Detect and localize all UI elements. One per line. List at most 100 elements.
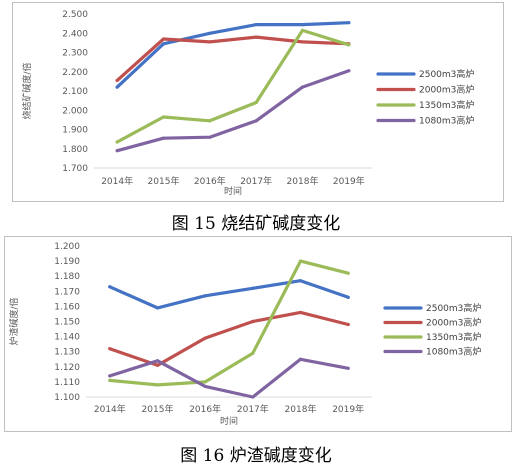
y-tick-label: 1.130 [54,348,80,358]
y-tick-label: 1.900 [62,126,88,136]
data-point [108,347,112,351]
x-tick-label: 2014年 [94,403,126,415]
legend-label: 2000m3高炉 [419,84,474,96]
y-tick-label: 2.100 [62,87,88,97]
series-line [115,35,351,83]
legend-label: 2000m3高炉 [426,317,481,329]
data-point [346,271,350,275]
data-point [108,374,112,378]
slag-basicity-line-chart: 1.100 1.110 1.120 1.130 1.140 1.150 1.160 1.170… [8,242,481,427]
x-axis-title: 时间 [224,185,242,197]
data-point [108,285,112,289]
data-point [347,43,351,47]
data-point [203,336,207,340]
x-tick-label: 2019年 [332,403,364,415]
y-tick-label: 2.300 [62,49,88,59]
y-tick-label: 1.700 [62,164,88,174]
data-point [346,322,350,327]
y-tick-label: 2.400 [62,29,88,39]
data-point [251,351,255,355]
legend-label: 1350m3高炉 [426,331,481,343]
y-tick-label: 2.500 [62,10,88,20]
x-tick-label: 2016年 [194,175,226,187]
x-tick-label: 2015年 [142,403,174,415]
figure-caption: 图 16 炉渣碱度变化 [180,446,332,466]
data-point [254,100,258,105]
series-line [108,259,350,387]
y-axis-title: 炉渣碱度/倍 [8,297,20,345]
legend-label: 2500m3高炉 [419,68,474,80]
legend-label: 1350m3高炉 [419,99,474,111]
figure-caption: 图 15 烧结矿碱度变化 [171,214,341,234]
data-point [161,42,166,46]
x-axis-title: 时间 [220,415,238,427]
data-point [161,37,166,41]
data-point [300,85,305,89]
data-point [254,35,258,39]
x-tick-label: 2019年 [333,175,365,187]
legend-label: 1080m3高炉 [419,115,474,127]
data-point [155,359,160,363]
series-line [108,357,350,399]
y-tick-label: 1.170 [54,287,80,297]
x-tick-label: 2014年 [101,175,133,187]
data-point [300,22,305,27]
data-point [203,380,207,384]
data-point [298,357,303,361]
x-tick-label: 2018年 [285,403,317,415]
data-point [115,140,119,144]
y-tick-label: 2.200 [62,68,88,78]
data-point [208,119,212,123]
x-tick-label: 2016年 [189,403,221,415]
data-point [155,363,160,367]
y-tick-label: 1.140 [54,333,80,343]
series-line [115,21,351,89]
data-point [298,310,303,315]
data-point [155,306,160,310]
data-point [347,69,351,73]
x-tick-label: 2017年 [237,403,269,415]
y-tick-label: 1.100 [54,393,80,403]
series-line [108,279,350,310]
sinter-basicity-line-chart: 1.700 1.800 1.900 2.000 2.100 2.200 2.300 2.400… [21,10,474,197]
y-tick-label: 1.200 [54,242,80,252]
data-point [346,295,350,299]
data-point [254,22,258,27]
y-tick-label: 1.120 [54,363,80,373]
data-point [203,294,207,298]
data-point [115,78,119,83]
sinter-basicity-chart-panel: 1.700 1.800 1.900 2.000 2.100 2.200 2.300 2.400… [12,2,504,234]
y-tick-label: 2.000 [62,106,88,116]
y-tick-label: 1.800 [62,145,88,155]
data-point [346,366,350,370]
data-point [254,119,258,123]
data-point [300,28,305,32]
data-point [298,259,303,263]
data-point [155,383,160,387]
x-tick-label: 2017年 [240,175,272,187]
y-tick-label: 1.160 [54,302,80,312]
data-point [298,279,303,283]
series-line [115,28,351,144]
data-point [251,395,255,399]
series-line [115,69,351,153]
x-tick-label: 2015年 [148,175,180,187]
y-tick-label: 1.180 [54,272,80,282]
series-line [108,310,350,367]
data-point [203,384,207,389]
data-point [251,319,255,324]
data-point [251,286,255,290]
y-tick-label: 1.110 [54,378,80,388]
data-point [161,136,166,140]
y-tick-label: 1.190 [54,257,80,267]
chart-frame [4,236,512,432]
data-point [300,40,305,44]
data-point [208,135,212,139]
data-point [115,85,119,89]
data-point [161,115,166,119]
y-tick-label: 1.150 [54,318,80,328]
data-point [208,40,212,44]
y-axis-title: 烧结矿碱度/倍 [21,62,33,119]
data-point [347,21,351,25]
data-point [208,31,212,35]
